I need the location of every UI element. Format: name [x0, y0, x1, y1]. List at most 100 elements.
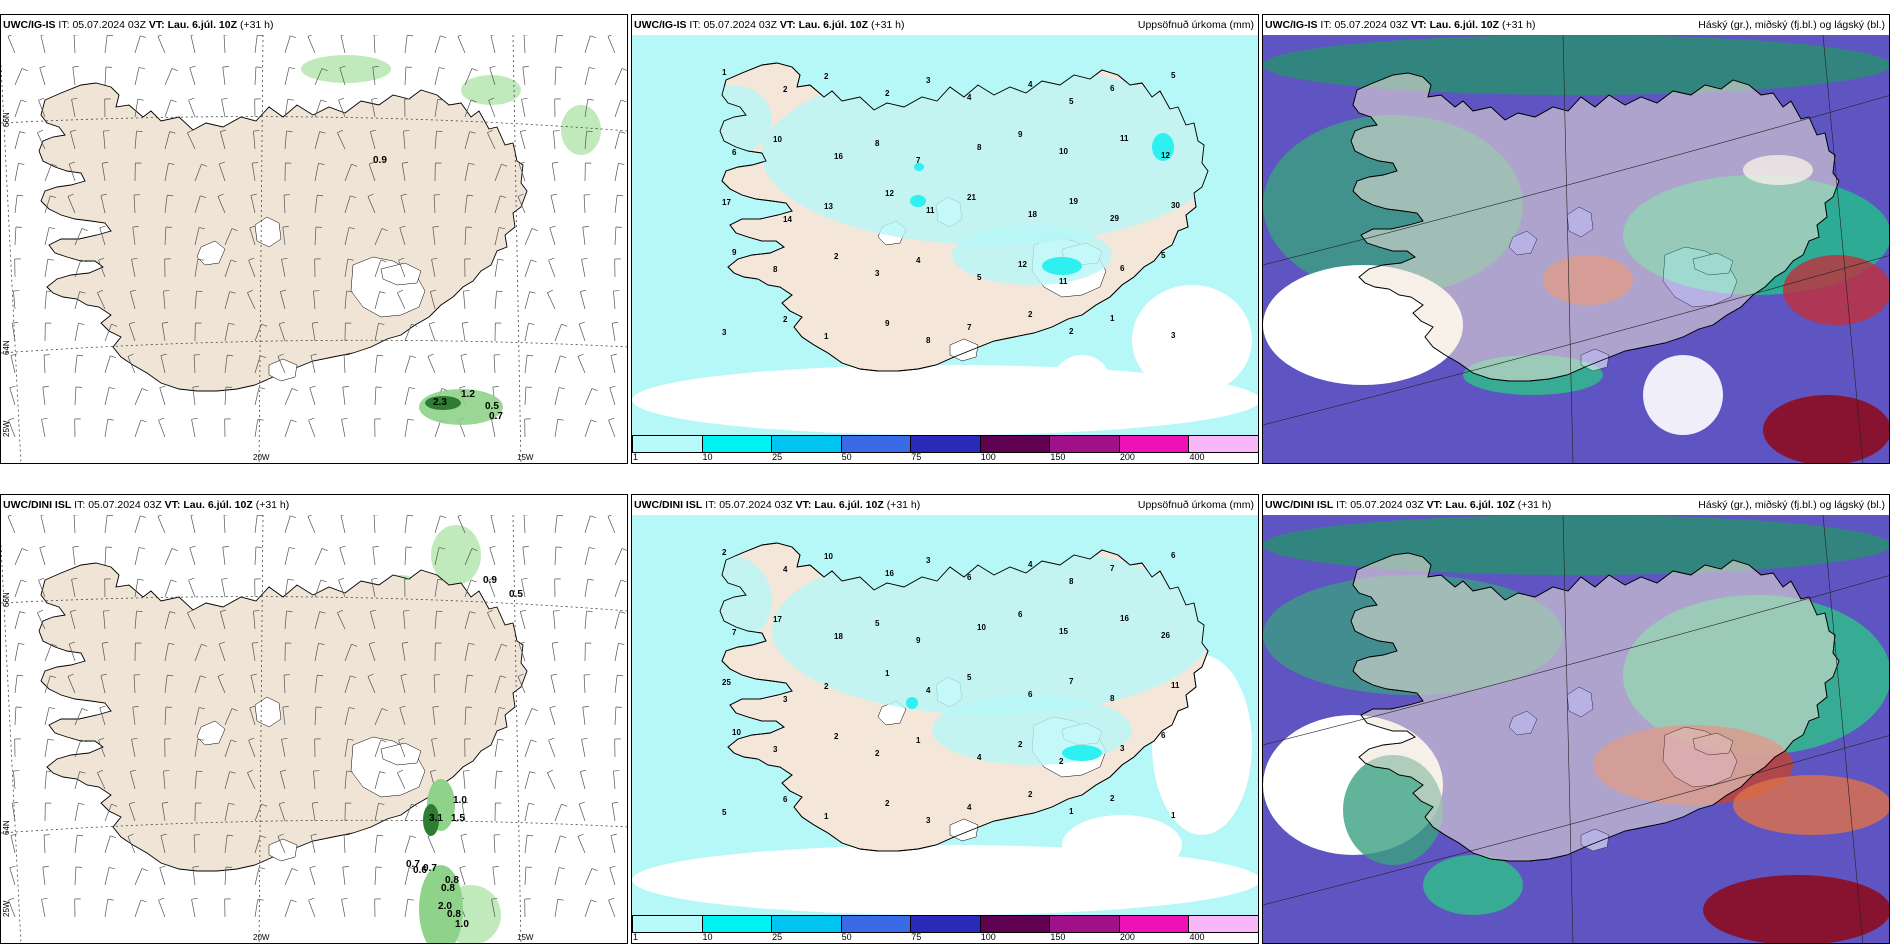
- heavy-precip-cell: [906, 697, 918, 709]
- wind-value-label: 1.2: [461, 389, 475, 400]
- precip-core: [423, 804, 439, 836]
- precip-value-label: 25: [722, 678, 731, 687]
- meridian-15w: [512, 515, 522, 943]
- wind-value-label: 0.5: [509, 589, 523, 600]
- colorbar-label: 150: [1050, 932, 1066, 942]
- precip-map: 2410163648767171859106151626253214567811…: [632, 515, 1258, 915]
- precip-value-label: 8: [1110, 694, 1115, 703]
- precip-value-label: 17: [773, 615, 782, 624]
- precip-value-label: 3: [1120, 744, 1125, 753]
- wind-value-label: 3.1: [429, 813, 443, 824]
- precip-value-label: 6: [783, 795, 788, 804]
- precip-value-label: 2: [722, 548, 727, 557]
- grid-line: [1263, 735, 1889, 906]
- precip-value-label: 3: [783, 695, 788, 704]
- precip-value-label: 29: [1110, 214, 1119, 223]
- colorbar-swatch: [910, 435, 981, 453]
- precip-value-label: 10: [824, 552, 833, 561]
- precip-value-label: 11: [1120, 134, 1129, 143]
- precip-value-label: 5: [967, 673, 972, 682]
- colorbar-label: 10: [702, 932, 713, 942]
- precip-colorbar: 1 10 25 50 75 100 150 200 400: [632, 435, 1258, 462]
- grid-line: [1822, 515, 1864, 943]
- colorbar-swatch: [1049, 435, 1120, 453]
- light-precip-patch: [431, 525, 481, 585]
- precip-value-label: 14: [783, 215, 792, 224]
- wind-value-label: 0.7: [406, 859, 420, 870]
- precip-area: [952, 225, 1112, 285]
- light-precip-patch: [561, 105, 601, 155]
- precip-value-label: 5: [1161, 251, 1166, 260]
- cloud-layer: [1263, 515, 1889, 575]
- precip-value-label: 3: [1171, 331, 1176, 340]
- colorbar-swatch: [979, 435, 1051, 453]
- precip-value-label: 11: [1059, 277, 1068, 286]
- precip-colorbar: 1 10 25 50 75 100 150 200 400: [632, 915, 1258, 942]
- colorbar-swatch: [771, 435, 842, 453]
- grid-line: [1263, 95, 1889, 266]
- precip-value-label: 6: [732, 148, 737, 157]
- glacier: [196, 720, 226, 746]
- colorbar-swatch: [771, 915, 842, 933]
- wind-value-label: 0.9: [373, 155, 387, 166]
- precip-value-label: 4: [783, 565, 788, 574]
- iceland-landmass: [38, 562, 528, 872]
- precip-value-label: 1: [1171, 811, 1176, 820]
- precip-value-label: 8: [1069, 577, 1074, 586]
- precip-value-label: 5: [722, 808, 727, 817]
- precip-core: [425, 396, 461, 410]
- colorbar-label: 150: [1050, 452, 1066, 462]
- precip-value-label: 6: [967, 573, 972, 582]
- precip-value-label: 5: [875, 619, 880, 628]
- grid-line: [1562, 35, 1574, 463]
- colorbar-swatch: [840, 915, 912, 933]
- precip-value-label: 12: [885, 189, 894, 198]
- glacier: [380, 262, 422, 286]
- wind-panel-row2: UWC/DINI ISL IT: 05.07.2024 03Z VT: Lau.…: [0, 494, 628, 944]
- colorbar-label: 100: [980, 452, 996, 462]
- grid-label: 25W: [2, 420, 11, 437]
- meridian-20w: [258, 515, 264, 943]
- precip-value-label: 7: [916, 156, 921, 165]
- precip-value-label: 8: [977, 143, 982, 152]
- precip-value-label: 2: [824, 72, 829, 81]
- precip-value-label: 2: [783, 85, 788, 94]
- no-precip-area: [1132, 285, 1252, 395]
- precip-value-label: 18: [834, 632, 843, 641]
- precip-value-label: 26: [1161, 631, 1170, 640]
- precip-value-label: 1: [1069, 807, 1074, 816]
- precip-area: [692, 85, 772, 155]
- cloud-map: [1263, 35, 1889, 463]
- meridian-25w: [1, 64, 22, 463]
- precip-title: Uppsöfnuð úrkoma (mm): [1137, 499, 1254, 511]
- colorbar-swatch: [1118, 435, 1190, 453]
- grid-label: 66N: [2, 592, 11, 607]
- graticule: [1263, 515, 1889, 943]
- colorbar-swatch: [632, 435, 703, 453]
- precip-value-label: 3: [926, 556, 931, 565]
- wind-value-label: 0.5: [485, 401, 499, 412]
- precip-cell: [419, 865, 463, 943]
- heavy-precip-cell: [910, 195, 926, 207]
- precip-map: 1222344565610168789101112171413121121181…: [632, 35, 1258, 435]
- panel-header: UWC/IG-IS IT: 05.07.2024 03Z VT: Lau. 6.…: [1, 15, 627, 35]
- precip-value-label: 16: [834, 152, 843, 161]
- precip-value-label: 10: [732, 728, 741, 737]
- precip-value-label: 16: [1120, 614, 1129, 623]
- precip-area: [762, 65, 1222, 245]
- glacier: [1508, 710, 1538, 736]
- panel-header: UWC/DINI ISL IT: 05.07.2024 03Z VT: Lau.…: [1263, 495, 1889, 515]
- precip-value-label: 7: [1069, 677, 1074, 686]
- light-precip-patch: [461, 75, 521, 105]
- precip-value-label: 7: [1110, 564, 1115, 573]
- wind-value-label: 1.5: [451, 813, 465, 824]
- wind-value-label: 0.7: [489, 411, 503, 422]
- colorbar-label: 25: [772, 932, 783, 942]
- cloud-layer: [1733, 775, 1889, 835]
- grid-line: [1822, 35, 1864, 463]
- wind-value-label: 2.3: [433, 397, 447, 408]
- precip-value-label: 6: [1028, 690, 1033, 699]
- precip-value-label: 2: [885, 799, 890, 808]
- wind-map: 0.90.51.03.1 1.50.70.60.70.80.82.00.81.06…: [1, 515, 627, 943]
- wind-barbs: [7, 35, 627, 438]
